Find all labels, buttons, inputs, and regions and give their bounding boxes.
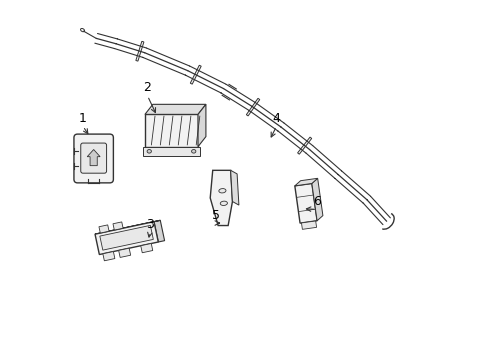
Polygon shape bbox=[154, 220, 165, 242]
Polygon shape bbox=[95, 222, 158, 255]
Polygon shape bbox=[295, 178, 318, 186]
Polygon shape bbox=[246, 98, 260, 116]
Ellipse shape bbox=[192, 149, 196, 153]
Polygon shape bbox=[190, 65, 201, 84]
Polygon shape bbox=[100, 225, 153, 250]
Ellipse shape bbox=[219, 189, 226, 193]
Ellipse shape bbox=[220, 201, 227, 206]
Polygon shape bbox=[143, 147, 200, 156]
Polygon shape bbox=[301, 221, 317, 229]
Polygon shape bbox=[95, 220, 160, 234]
Text: 3: 3 bbox=[146, 217, 154, 231]
Polygon shape bbox=[99, 225, 109, 233]
Polygon shape bbox=[297, 137, 312, 154]
Text: 5: 5 bbox=[212, 209, 220, 222]
Text: 4: 4 bbox=[272, 112, 280, 125]
Polygon shape bbox=[231, 170, 239, 205]
Polygon shape bbox=[145, 104, 206, 114]
Polygon shape bbox=[145, 114, 198, 147]
Polygon shape bbox=[198, 104, 206, 147]
Polygon shape bbox=[136, 41, 144, 61]
Polygon shape bbox=[87, 149, 100, 166]
Polygon shape bbox=[141, 243, 153, 253]
FancyBboxPatch shape bbox=[74, 134, 113, 183]
Polygon shape bbox=[210, 170, 232, 226]
Polygon shape bbox=[119, 248, 131, 257]
Polygon shape bbox=[295, 184, 317, 223]
FancyBboxPatch shape bbox=[81, 143, 107, 173]
Polygon shape bbox=[113, 222, 123, 230]
Text: 1: 1 bbox=[79, 112, 87, 125]
Text: 2: 2 bbox=[144, 81, 151, 94]
Text: 6: 6 bbox=[313, 195, 320, 208]
Polygon shape bbox=[103, 252, 115, 261]
Polygon shape bbox=[312, 178, 323, 221]
Ellipse shape bbox=[80, 28, 85, 32]
Ellipse shape bbox=[147, 149, 151, 153]
